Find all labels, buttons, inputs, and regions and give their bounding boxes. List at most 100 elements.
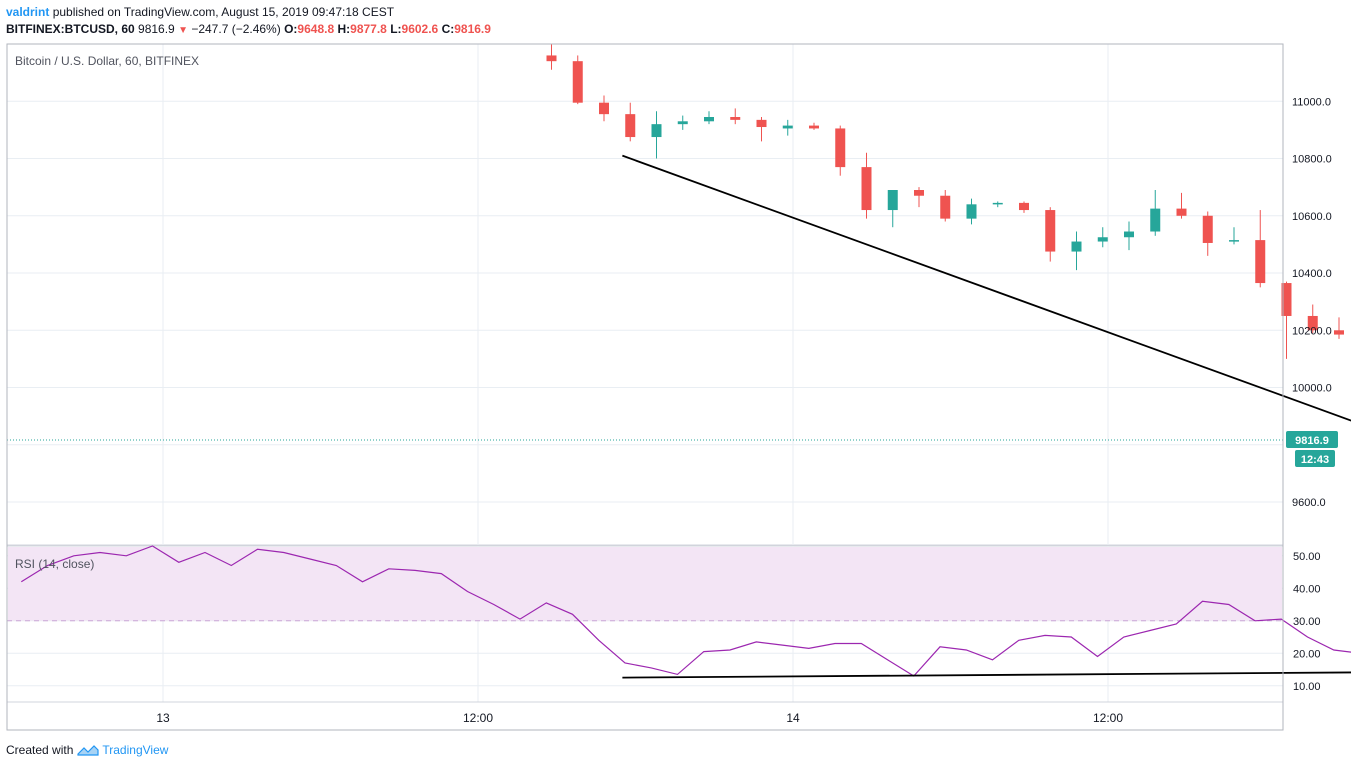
open-value: 9648.8 — [297, 22, 335, 36]
candle-down — [1176, 192, 1187, 219]
last-price-tag-bg — [1286, 430, 1338, 448]
candle-body — [835, 128, 846, 168]
time-tick-label: 12:00 — [1093, 711, 1123, 725]
price-tick-label: 10200.0 — [1292, 325, 1332, 337]
candle-body — [782, 125, 793, 129]
tradingview-logo-icon — [77, 745, 99, 756]
candle-up — [887, 190, 898, 228]
low-label: L: — [390, 22, 402, 36]
candle-body — [861, 167, 872, 211]
candle-body — [1176, 208, 1187, 216]
rsi-tick-label: 20.00 — [1293, 648, 1321, 660]
candle-down — [1019, 201, 1029, 213]
candle-up — [677, 115, 688, 130]
rsi-tick-label: 50.00 — [1293, 551, 1321, 563]
candle-up — [966, 198, 977, 225]
candle-up — [1124, 221, 1134, 251]
candle-up — [1229, 227, 1239, 245]
countdown-tag-value: 12:43 — [1301, 454, 1329, 466]
candle-up — [1097, 227, 1108, 248]
high-value: 9877.8 — [350, 22, 387, 36]
rsi-tick-label: 40.00 — [1293, 583, 1321, 595]
symbol-label: BITFINEX:BTCUSD, 60 — [6, 22, 135, 36]
candle-down — [625, 102, 636, 142]
candle-down — [1045, 207, 1056, 262]
candle-body — [625, 114, 636, 138]
ohlc-legend: BITFINEX:BTCUSD, 60 9816.9 ▼ −247.7 (−2.… — [6, 21, 491, 39]
price-tick-label: 10800.0 — [1292, 154, 1332, 166]
tradingview-brand-link[interactable]: TradingView — [102, 743, 169, 757]
time-tick-label: 13 — [156, 711, 170, 725]
candle-body — [651, 124, 662, 138]
candle-down — [1307, 304, 1318, 334]
candle-down — [546, 44, 557, 70]
candle-down — [835, 125, 846, 176]
time-tick-label: 12:00 — [463, 711, 493, 725]
rsi-line — [20, 545, 1351, 677]
candle-body — [1281, 283, 1292, 316]
candle-down — [1255, 210, 1266, 288]
close-value: 9816.9 — [454, 22, 491, 36]
candle-down — [1334, 317, 1344, 339]
change-value: −247.7 (−2.46%) — [191, 22, 281, 36]
candle-body — [1097, 237, 1108, 242]
down-triangle-icon: ▼ — [178, 25, 188, 36]
candle-body — [599, 102, 609, 115]
candle-body — [1150, 208, 1161, 232]
candle-down — [599, 95, 609, 122]
candle-up — [782, 119, 793, 136]
candle-up — [1150, 190, 1161, 236]
candle-body — [704, 117, 714, 122]
rsi-band — [7, 547, 1283, 622]
candle-down — [756, 117, 767, 142]
chart-frame — [6, 43, 1284, 731]
candle-body — [1334, 330, 1344, 335]
candle-body — [887, 190, 898, 211]
candle-body — [1202, 215, 1213, 243]
candle-body — [677, 121, 688, 125]
last-price-tag-value: 9816.9 — [1295, 435, 1329, 447]
footer: Created with TradingView — [6, 742, 168, 758]
rsi-axis[interactable]: 50.00 40.00 30.00 20.00 10.00 — [1293, 551, 1321, 693]
candle-body — [1124, 231, 1134, 238]
candle-body — [1019, 202, 1029, 211]
created-with-label: Created with — [6, 743, 74, 757]
candle-body — [992, 202, 1003, 205]
price-axis[interactable]: 11000.0 10800.0 10600.0 10400.0 10200.0 10000… — [1292, 96, 1332, 509]
candle-body — [1307, 315, 1318, 331]
high-label: H: — [337, 22, 351, 36]
rsi-band-fill — [8, 547, 1282, 621]
rsi-tick-label: 10.00 — [1293, 681, 1321, 693]
close-label: C: — [441, 22, 455, 36]
candle-body — [572, 61, 583, 103]
last-price-tag: 9816.9 12:43 — [1286, 430, 1338, 467]
low-value: 9602.6 — [401, 22, 439, 36]
candle-down — [1202, 211, 1213, 256]
candle-body — [730, 117, 741, 120]
price-tick-label: 10400.0 — [1292, 268, 1332, 280]
candle-up — [704, 111, 714, 125]
candle-down — [730, 108, 741, 125]
price-tick-label: 10600.0 — [1292, 211, 1332, 223]
price-pane[interactable] — [6, 43, 1284, 546]
chart-title: Bitcoin / U.S. Dollar, 60, BITFINEX — [15, 54, 199, 68]
price-tick-label: 11000.0 — [1292, 96, 1331, 108]
candle-body — [1045, 210, 1056, 252]
open-label: O: — [284, 22, 298, 36]
candle-body — [546, 55, 557, 62]
countdown-tag-bg — [1295, 449, 1335, 467]
candles — [7, 44, 1344, 441]
candle-up — [651, 111, 662, 159]
candle-body — [1229, 240, 1239, 242]
time-tick-label: 14 — [786, 711, 800, 725]
author-name[interactable]: valdrint — [6, 5, 50, 19]
candle-down — [1281, 281, 1292, 359]
rsi-tick-label: 30.00 — [1293, 616, 1321, 628]
candle-body — [914, 190, 924, 196]
candle-down — [940, 190, 951, 222]
candle-down — [809, 122, 819, 130]
published-text: published on TradingView.com, August 15,… — [52, 5, 395, 19]
candle-body — [940, 195, 951, 219]
